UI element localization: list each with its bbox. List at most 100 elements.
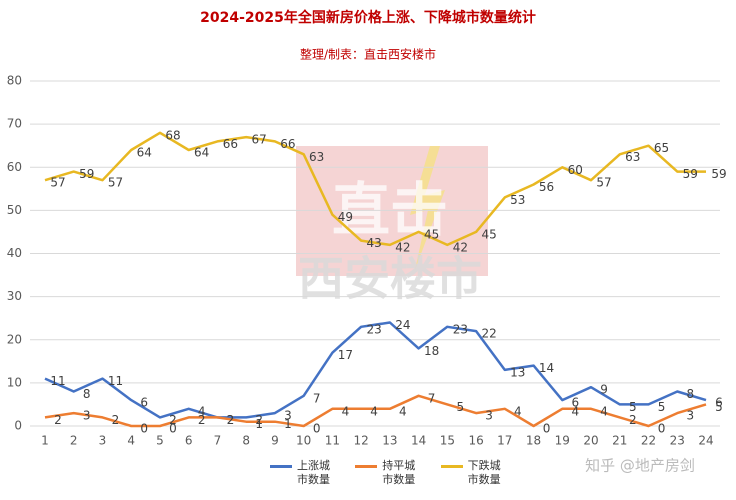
x-tick-label: 11 bbox=[325, 434, 340, 448]
legend-item: 上涨城市数量 bbox=[270, 459, 333, 487]
legend-label: 持平城市数量 bbox=[382, 459, 416, 486]
data-label: 57 bbox=[596, 176, 611, 190]
y-tick-label: 30 bbox=[7, 289, 22, 303]
x-tick-label: 12 bbox=[353, 434, 368, 448]
legend-item: 下跌城市数量 bbox=[440, 459, 504, 487]
data-label: 6 bbox=[715, 396, 723, 410]
data-label: 45 bbox=[481, 227, 496, 241]
data-label: 2 bbox=[54, 413, 62, 427]
x-tick-label: 1 bbox=[41, 434, 49, 448]
data-label: 68 bbox=[165, 128, 180, 142]
data-label: 63 bbox=[625, 150, 640, 164]
data-label: 57 bbox=[50, 176, 65, 190]
legend-swatch bbox=[355, 465, 378, 468]
watermark-bolt bbox=[410, 146, 445, 270]
x-tick-label: 10 bbox=[296, 434, 311, 448]
data-label: 4 bbox=[600, 404, 608, 418]
x-tick-label: 5 bbox=[156, 434, 164, 448]
data-label: 67 bbox=[252, 133, 267, 147]
y-tick-label: 20 bbox=[7, 332, 22, 346]
data-label: 3 bbox=[686, 409, 694, 423]
x-tick-label: 9 bbox=[271, 434, 279, 448]
data-label: 6 bbox=[571, 396, 579, 410]
watermark: 西安楼市 bbox=[298, 252, 482, 306]
data-label: 13 bbox=[510, 365, 525, 379]
data-label: 8 bbox=[686, 387, 694, 401]
series-line bbox=[44, 321, 707, 419]
data-label: 6 bbox=[140, 396, 148, 410]
data-label: 22 bbox=[481, 327, 496, 341]
credit: 知乎 @地产房剑 bbox=[585, 457, 695, 475]
data-label: 7 bbox=[428, 391, 436, 405]
y-tick-label: 70 bbox=[7, 117, 22, 131]
x-tick-label: 17 bbox=[497, 434, 512, 448]
y-tick-label: 60 bbox=[7, 160, 22, 174]
data-label: 4 bbox=[399, 404, 407, 418]
data-label: 5 bbox=[715, 400, 723, 414]
data-label: 4 bbox=[571, 404, 579, 418]
data-label: 0 bbox=[169, 422, 177, 436]
data-label: 2 bbox=[198, 413, 206, 427]
x-tick-label: 14 bbox=[411, 434, 426, 448]
data-label: 0 bbox=[140, 422, 148, 436]
x-tick-label: 20 bbox=[583, 434, 598, 448]
data-label: 4 bbox=[342, 404, 350, 418]
data-label: 5 bbox=[629, 400, 637, 414]
data-label: 8 bbox=[83, 387, 91, 401]
y-tick-label: 50 bbox=[7, 203, 22, 217]
data-label: 0 bbox=[658, 422, 666, 436]
y-tick-label: 80 bbox=[7, 74, 22, 88]
data-label: 56 bbox=[539, 180, 554, 194]
x-tick-label: 22 bbox=[641, 434, 656, 448]
legend-label: 下跌城市数量 bbox=[467, 459, 501, 486]
data-label: 65 bbox=[654, 141, 669, 155]
data-label: 2 bbox=[112, 413, 120, 427]
y-tick-label: 0 bbox=[14, 419, 22, 433]
series-line bbox=[44, 394, 707, 428]
data-label: 59 bbox=[711, 167, 726, 181]
data-label: 11 bbox=[50, 374, 65, 388]
x-tick-label: 7 bbox=[214, 434, 222, 448]
data-label: 3 bbox=[83, 409, 91, 423]
data-label: 43 bbox=[366, 236, 381, 250]
x-tick-label: 15 bbox=[440, 434, 455, 448]
data-label: 2 bbox=[169, 413, 177, 427]
data-label: 59 bbox=[79, 167, 94, 181]
data-label: 42 bbox=[453, 240, 468, 254]
x-tick-label: 16 bbox=[468, 434, 483, 448]
data-label: 2 bbox=[227, 413, 235, 427]
data-label: 2 bbox=[629, 413, 637, 427]
data-label: 59 bbox=[683, 167, 698, 181]
data-label: 0 bbox=[543, 422, 551, 436]
x-tick-label: 19 bbox=[555, 434, 570, 448]
data-label: 45 bbox=[424, 227, 439, 241]
data-label: 2 bbox=[255, 413, 263, 427]
data-label: 57 bbox=[108, 176, 123, 190]
x-tick-label: 4 bbox=[127, 434, 135, 448]
x-tick-label: 8 bbox=[242, 434, 250, 448]
legend-label: 上涨城市数量 bbox=[297, 459, 330, 486]
data-label: 4 bbox=[198, 404, 206, 418]
data-label: 2 bbox=[227, 413, 235, 427]
data-label: 63 bbox=[309, 150, 324, 164]
data-label: 1 bbox=[284, 417, 292, 431]
data-label: 3 bbox=[485, 409, 493, 423]
x-tick-label: 6 bbox=[185, 434, 193, 448]
data-label: 42 bbox=[395, 240, 410, 254]
data-label: 64 bbox=[194, 146, 209, 160]
data-label: 49 bbox=[338, 210, 353, 224]
data-label: 17 bbox=[338, 348, 353, 362]
legend-item: 持平城市数量 bbox=[355, 459, 418, 487]
data-label: 9 bbox=[600, 383, 608, 397]
data-label: 0 bbox=[313, 422, 321, 436]
y-tick-label: 40 bbox=[7, 246, 22, 260]
x-tick-label: 3 bbox=[99, 434, 107, 448]
data-label: 11 bbox=[108, 374, 123, 388]
legend-swatch bbox=[440, 465, 463, 468]
data-label: 4 bbox=[370, 404, 378, 418]
legend-swatch bbox=[270, 465, 292, 468]
data-label: 1 bbox=[255, 417, 263, 431]
data-label: 4 bbox=[514, 404, 522, 418]
